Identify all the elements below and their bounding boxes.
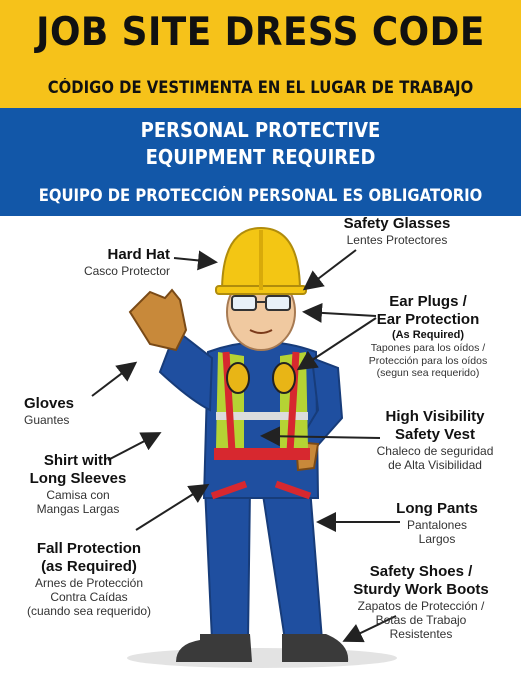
label-shirt-es2: Mangas Largas <box>36 502 120 516</box>
safety-glasses <box>231 295 257 311</box>
label-pants-en: Long Pants <box>396 500 478 517</box>
label-shoes-es1: Zapatos de Protección / <box>357 599 485 613</box>
label-fall-es3: (cuando sea requerido) <box>26 604 152 618</box>
label-shoes-en1: Safety Shoes / <box>369 563 473 580</box>
label-gloves-en: Gloves <box>24 395 75 412</box>
page-subtitle: CÓDIGO DE VESTIMENTA EN EL LUGAR DE TRAB… <box>47 78 474 97</box>
label-shirt-en1: Shirt with <box>43 452 113 469</box>
label-shirt-es1: Camisa con <box>46 488 110 502</box>
right-boot <box>282 634 349 662</box>
ppe-heading-line1: PERSONAL PROTECTIVE <box>140 118 381 142</box>
label-safety-glasses-es: Lentes Protectores <box>346 233 448 247</box>
label-shoes: Safety Shoes / Sturdy Work Boots Zapatos… <box>346 563 496 641</box>
ppe-heading-line2: EQUIPMENT REQUIRED <box>145 145 376 169</box>
label-fall-en2: (as Required) <box>41 558 137 575</box>
label-pants: Long Pants Pantalones Largos <box>380 500 494 546</box>
ppe-heading-spanish: EQUIPO DE PROTECCIÓN PERSONAL ES OBLIGAT… <box>38 186 483 205</box>
left-boot <box>176 634 252 662</box>
label-shoes-es2: Botas de Trabajo <box>375 613 467 627</box>
right-leg <box>260 487 324 641</box>
ppe-banner <box>0 108 521 216</box>
label-vest-en2: Safety Vest <box>394 426 476 443</box>
label-ear-es3: (segun sea requerido) <box>376 367 480 379</box>
raised-glove <box>128 288 188 352</box>
label-hard-hat: Hard Hat Casco Protector <box>60 246 170 278</box>
label-fall-protection: Fall Protection (as Required) Arnes de P… <box>14 540 164 618</box>
label-ear-en1: Ear Plugs / <box>389 293 467 310</box>
label-shoes-en2: Sturdy Work Boots <box>353 581 489 598</box>
label-fall-es2: Contra Caídas <box>50 590 128 604</box>
harness-belt <box>214 448 310 460</box>
label-shirt-en2: Long Sleeves <box>29 470 127 487</box>
label-ear-en2: Ear Protection <box>376 311 480 328</box>
title-banner <box>0 0 521 108</box>
label-ear-es1: Tapones para los oídos / <box>370 342 486 354</box>
label-gloves: Gloves Guantes <box>24 395 114 427</box>
label-ear-es2: Protección para los oídos <box>368 354 488 367</box>
label-fall-es1: Arnes de Protección <box>34 576 144 590</box>
label-safety-glasses-en: Safety Glasses <box>343 215 451 232</box>
label-safety-glasses: Safety Glasses Lentes Protectores <box>330 215 464 247</box>
label-shirt: Shirt with Long Sleeves Camisa con Manga… <box>18 452 138 516</box>
vest-reflective-stripe <box>216 412 308 420</box>
label-ear-protection: Ear Plugs / Ear Protection (As Required)… <box>358 293 498 380</box>
ear-muff-right <box>272 362 296 394</box>
label-vest: High Visibility Safety Vest Chaleco de s… <box>360 408 510 472</box>
ear-muff-left <box>226 362 250 394</box>
label-shoes-es3: Resistentes <box>389 627 453 641</box>
label-hard-hat-en: Hard Hat <box>107 246 170 263</box>
page-title: JOB SITE DRESS CODE <box>36 10 485 55</box>
label-vest-es1: Chaleco de seguridad <box>376 444 494 458</box>
label-fall-en1: Fall Protection <box>36 540 142 557</box>
left-leg <box>203 487 252 641</box>
label-gloves-es: Guantes <box>24 413 70 427</box>
label-pants-es2: Largos <box>418 532 456 546</box>
label-hard-hat-es: Casco Protector <box>83 264 170 278</box>
label-pants-es1: Pantalones <box>406 518 468 532</box>
label-vest-es2: de Alta Visibilidad <box>388 458 482 472</box>
label-ear-note: (As Required) <box>391 329 465 341</box>
label-vest-en1: High Visibility <box>385 408 485 425</box>
worker-illustration <box>127 226 397 668</box>
harness-leg-loops <box>210 480 312 500</box>
